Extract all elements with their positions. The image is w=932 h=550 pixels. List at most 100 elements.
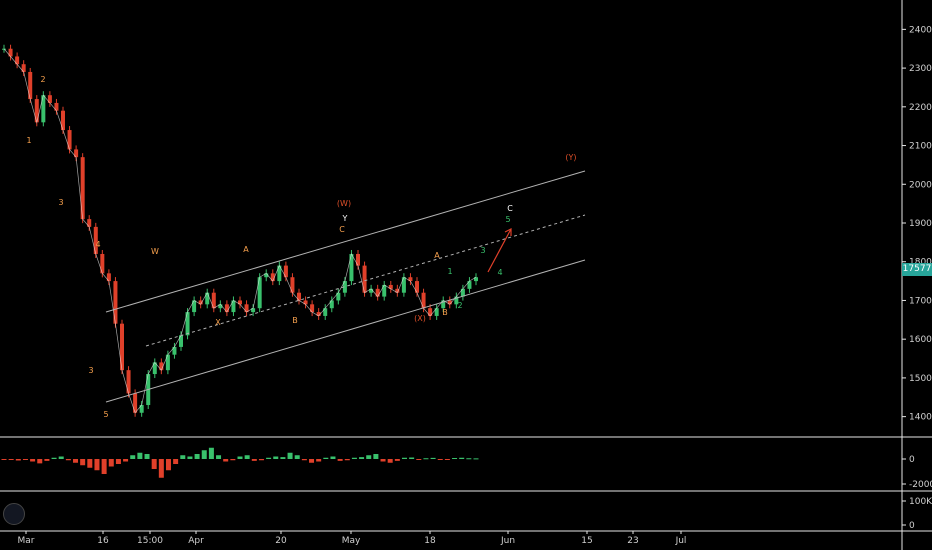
volume-axis-label: 0 xyxy=(909,521,915,531)
candle-body xyxy=(211,292,216,309)
oscillator-bar xyxy=(80,459,86,466)
candle-body xyxy=(421,292,426,309)
oscillator-bar xyxy=(251,459,257,461)
projection-arrowhead xyxy=(504,228,512,236)
oscillator-bar xyxy=(8,459,14,460)
candle-body xyxy=(277,265,282,282)
channel-lower-line xyxy=(105,259,586,403)
candle-body xyxy=(67,130,72,150)
oscillator-bar xyxy=(351,457,357,459)
candle-body xyxy=(270,273,275,282)
oscillator-bar xyxy=(309,459,315,463)
wave-label: B xyxy=(292,316,298,325)
candle-body xyxy=(362,265,367,293)
price-axis-label: 23000 xyxy=(909,64,932,74)
candle-body xyxy=(395,288,400,293)
candle-body xyxy=(198,300,203,305)
wave-label: A xyxy=(243,245,249,254)
oscillator-bar xyxy=(144,454,150,459)
price-axis-label: 15000 xyxy=(909,374,932,384)
oscillator-bar xyxy=(409,457,415,459)
wave-label: C xyxy=(339,225,345,234)
candle-body xyxy=(28,71,33,100)
oscillator-bar xyxy=(359,457,365,459)
candle-body xyxy=(159,362,164,371)
candle-body xyxy=(342,281,347,293)
oscillator-bar xyxy=(87,459,93,468)
oscillator-bar xyxy=(294,455,300,459)
wave-label: C xyxy=(507,204,513,213)
candle-body xyxy=(474,277,478,282)
oscillator-bar xyxy=(287,452,293,459)
wave-label: 2 xyxy=(40,75,45,84)
oscillator-bar xyxy=(423,458,429,460)
oscillator-bar xyxy=(194,454,200,459)
candle-body xyxy=(165,354,170,371)
channel-mid-line xyxy=(145,214,586,347)
oscillator-axis-label: 0 xyxy=(909,455,915,465)
oscillator-bar xyxy=(158,459,164,478)
candle-body xyxy=(356,253,360,266)
oscillator-bar xyxy=(280,457,286,459)
wave-label: (W) xyxy=(337,199,351,208)
candle-body xyxy=(172,346,177,355)
candle-body xyxy=(8,48,13,57)
wave-label: 3 xyxy=(88,366,93,375)
time-axis-label: Jun xyxy=(500,536,515,546)
oscillator-bar xyxy=(37,459,43,464)
tradingview-logo-icon[interactable] xyxy=(3,503,25,525)
candle-body xyxy=(238,300,242,305)
price-axis-label: 17000 xyxy=(909,296,932,306)
oscillator-bar xyxy=(430,457,436,459)
time-axis-label: Jul xyxy=(675,536,687,546)
candle-body xyxy=(460,288,465,297)
candle-body xyxy=(192,300,197,313)
oscillator-bar xyxy=(216,455,222,459)
candle-body xyxy=(303,300,308,305)
candle-body xyxy=(152,362,157,375)
oscillator-bar xyxy=(444,459,450,460)
time-axis-label: 20 xyxy=(275,536,287,546)
oscillator-bar xyxy=(123,459,129,462)
time-axis-label: 23 xyxy=(627,536,638,546)
price-axis-label: 22000 xyxy=(909,103,932,113)
candle-body xyxy=(336,292,341,301)
candle-body xyxy=(310,304,315,313)
oscillator-bar xyxy=(459,457,465,459)
oscillator-bar xyxy=(130,455,136,459)
candle-body xyxy=(47,95,52,103)
oscillator-bar xyxy=(330,456,336,459)
oscillator-bar xyxy=(101,459,107,474)
wave-label: Y xyxy=(342,214,348,223)
volume-axis-label: 100K xyxy=(909,497,932,507)
oscillator-bar xyxy=(30,459,36,462)
oscillator-bar xyxy=(187,456,193,459)
wave-label: A xyxy=(434,251,440,260)
candle-body xyxy=(401,277,406,293)
oscillator-bar xyxy=(51,457,57,459)
oscillator-bar xyxy=(180,455,186,459)
wave-label: 4 xyxy=(95,240,100,249)
candle-body xyxy=(74,149,79,158)
time-axis-label: Apr xyxy=(188,536,204,546)
wave-label: (Y) xyxy=(565,153,576,162)
time-axis-label: Mar xyxy=(18,536,35,546)
oscillator-bar xyxy=(452,458,458,459)
oscillator-bar xyxy=(266,457,272,459)
candle-body xyxy=(87,219,92,227)
oscillator-bar xyxy=(258,459,264,461)
wave-label: 3 xyxy=(480,246,485,255)
candle-body xyxy=(257,277,262,309)
candle-body xyxy=(224,304,229,313)
wave-label: 4 xyxy=(497,268,502,277)
candle-body xyxy=(93,226,98,254)
price-axis-label: 16000 xyxy=(909,335,932,345)
oscillator-bar xyxy=(373,454,379,459)
oscillator-bar xyxy=(230,459,236,461)
time-axis-label: 15:00 xyxy=(137,536,163,546)
oscillator-bar xyxy=(94,459,100,471)
wave-label: 5 xyxy=(103,410,108,419)
candle-body xyxy=(441,300,446,309)
